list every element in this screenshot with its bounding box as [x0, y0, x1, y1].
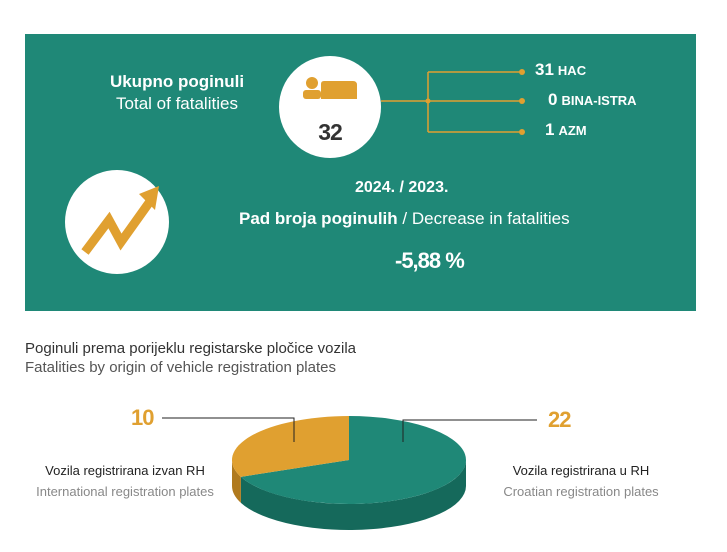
- pie-slice-side: [240, 460, 466, 531]
- pie-value-croatian: 22: [548, 407, 572, 432]
- decrease-label-en: / Decrease in fatalities: [397, 209, 570, 228]
- trend-circle: [65, 170, 169, 274]
- legend-international: Vozila registrirana izvan RH Internation…: [28, 463, 222, 499]
- decrease-label: Pad broja poginulih / Decrease in fatali…: [239, 209, 570, 229]
- section-title-en: Fatalities by origin of vehicle registra…: [25, 359, 336, 376]
- legend-international-hr: Vozila registrirana izvan RH: [45, 463, 205, 478]
- breakdown-connector: [381, 69, 525, 135]
- breakdown-label: BINA-ISTRA: [561, 93, 637, 108]
- total-circle: 32: [279, 56, 381, 158]
- decrease-label-hr: Pad broja poginulih: [239, 209, 398, 228]
- legend-international-en: International registration plates: [36, 484, 214, 499]
- breakdown-value: 1: [545, 120, 555, 139]
- breakdown-item-azm: 1 AZM: [545, 120, 587, 140]
- breakdown-value: 31: [535, 60, 554, 79]
- breakdown-label: AZM: [558, 123, 587, 138]
- legend-croatian-hr: Vozila registrirana u RH: [512, 463, 650, 478]
- breakdown-item-hac: 31 HAC: [535, 60, 586, 80]
- legend-croatian: Vozila registrirana u RH Croatian regist…: [496, 463, 666, 499]
- leader-line-croatian: [402, 419, 537, 442]
- leader-line-international: [162, 417, 295, 442]
- total-value: 32: [318, 119, 343, 145]
- breakdown-item-bina-istra: 0 BINA-ISTRA: [548, 90, 637, 110]
- bed-icon: [303, 77, 357, 99]
- pie-slice: [240, 416, 466, 504]
- total-label-en: Total of fatalities: [116, 94, 238, 113]
- trend-up-icon: [81, 186, 159, 255]
- pie-slice: [231, 416, 349, 477]
- breakdown-value: 0: [548, 90, 558, 109]
- legend-croatian-en: Croatian registration plates: [503, 484, 659, 499]
- total-label-hr: Ukupno poginuli: [109, 72, 245, 91]
- change-percent: -5,88 %: [395, 248, 465, 273]
- section-title-hr: Poginuli prema porijeklu registarske plo…: [25, 340, 356, 357]
- comparison-period: 2024. / 2023.: [355, 179, 449, 196]
- pie-value-international: 10: [131, 405, 155, 430]
- breakdown-label: HAC: [557, 63, 587, 78]
- section-title: Poginuli prema porijeklu registarske plo…: [25, 339, 356, 377]
- summary-panel: Ukupno poginuli Total of fatalities 32 3…: [25, 34, 696, 311]
- pie-slice-side: [232, 460, 241, 503]
- total-title: Ukupno poginuli Total of fatalities: [77, 71, 277, 115]
